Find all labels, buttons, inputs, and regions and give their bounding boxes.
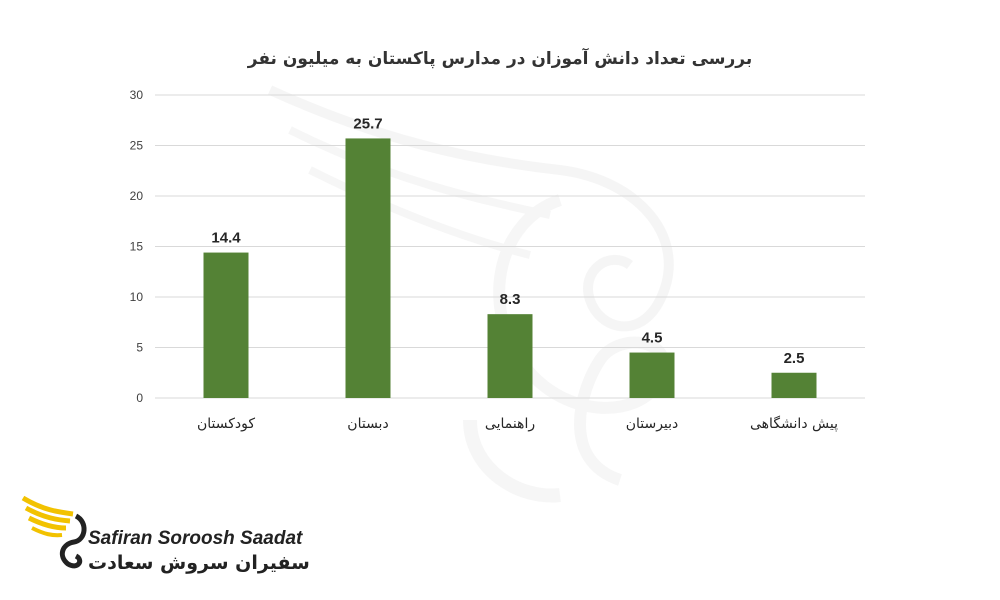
data-label: 25.7 xyxy=(353,115,382,132)
bar xyxy=(629,352,675,398)
swan-wing-icon xyxy=(21,495,87,569)
bar xyxy=(345,138,391,398)
y-tick-label: 0 xyxy=(136,391,143,405)
bar xyxy=(771,372,817,398)
data-label: 8.3 xyxy=(500,291,521,308)
x-tick-label: راهنمایی xyxy=(485,416,535,432)
y-tick-label: 30 xyxy=(130,88,144,102)
bars xyxy=(203,138,817,398)
watermark-swan-logo xyxy=(267,85,674,503)
bar xyxy=(487,314,533,398)
y-tick-label: 25 xyxy=(130,139,144,153)
x-tick-label: پیش دانشگاهی xyxy=(750,415,838,432)
y-tick-label: 10 xyxy=(130,290,144,304)
y-tick-label: 20 xyxy=(130,189,144,203)
data-labels: 14.4 25.7 8.3 4.5 2.5 xyxy=(211,115,804,366)
x-axis: کودکستان دبستان راهنمایی دبیرستان پیش دانشگا… xyxy=(197,415,838,432)
x-tick-label: دبیرستان xyxy=(626,416,679,432)
data-label: 4.5 xyxy=(642,330,663,347)
x-tick-label: کودکستان xyxy=(197,416,255,432)
chart-title: بررسی تعداد دانش آموزان در مدارس پاکستان… xyxy=(247,47,753,69)
y-tick-label: 5 xyxy=(136,341,143,355)
data-label: 2.5 xyxy=(784,350,805,367)
y-axis: 0 5 10 15 20 25 30 xyxy=(130,88,144,405)
data-label: 14.4 xyxy=(211,230,241,247)
brand-logo: Safiran Soroosh Saadat سفیران سروش سعادت xyxy=(18,490,310,585)
y-tick-label: 15 xyxy=(130,240,144,254)
brand-name-en: Safiran Soroosh Saadat xyxy=(88,528,303,549)
bar xyxy=(203,252,249,398)
gridlines xyxy=(155,94,865,399)
brand-name-fa: سفیران سروش سعادت xyxy=(88,552,310,574)
x-tick-label: دبستان xyxy=(347,416,388,432)
